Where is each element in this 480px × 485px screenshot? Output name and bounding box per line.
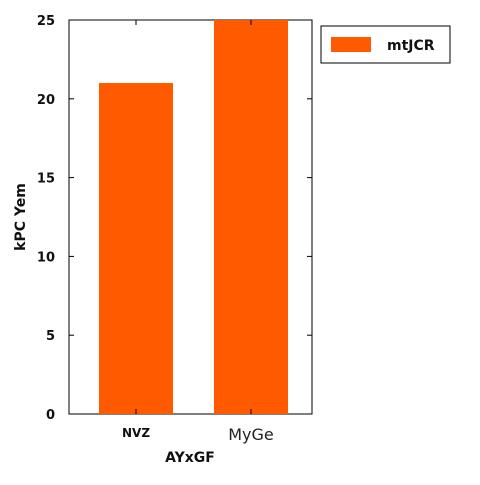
x-axis-title: AYxGF	[165, 450, 215, 466]
y-tick-label: 10	[37, 250, 55, 265]
plot-frame	[68, 19, 313, 415]
bar-myge	[214, 20, 288, 414]
bars-group	[99, 20, 288, 414]
plot-area: 0 5 10 15 20 25 NVZ MyGe	[37, 14, 313, 444]
y-axis-ticks: 0 5 10 15 20 25	[37, 14, 312, 423]
bar-nvz	[99, 83, 173, 414]
x-tick-label-nvz: NVZ	[122, 426, 150, 440]
y-tick-label: 5	[46, 329, 55, 344]
y-tick-label: 20	[37, 93, 55, 108]
x-tick-label-myge: MyGe	[228, 425, 274, 444]
y-axis-title: kPC Yem	[13, 183, 29, 251]
x-axis-ticks: NVZ MyGe	[122, 20, 274, 444]
legend: mtJCR	[320, 25, 451, 64]
legend-swatch	[331, 37, 371, 52]
y-tick-label: 25	[37, 14, 55, 29]
legend-label: mtJCR	[387, 38, 435, 54]
y-tick-label: 15	[37, 172, 55, 187]
y-tick-label: 0	[46, 408, 55, 423]
